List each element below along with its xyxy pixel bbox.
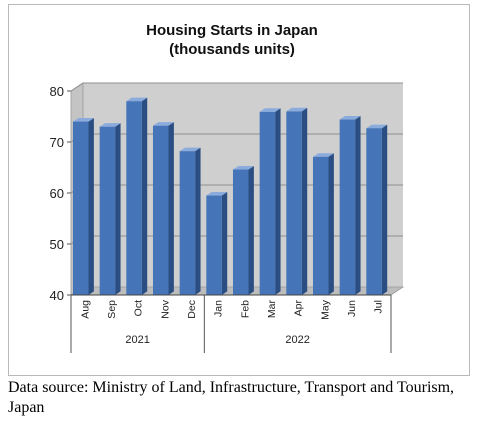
bar-top: [312, 153, 334, 157]
bar: [179, 151, 196, 295]
bar: [312, 156, 329, 295]
x-tick-label: Jan: [213, 300, 225, 317]
bar-side: [301, 107, 308, 295]
data-source-caption: Data source: Ministry of Land, Infrastru…: [8, 379, 455, 416]
bar-top: [99, 123, 121, 127]
bar-top: [152, 122, 174, 126]
x-tick-label: Aug: [79, 300, 91, 319]
bar: [232, 169, 249, 295]
x-tick-label: May: [319, 299, 331, 320]
gridline: [70, 82, 403, 92]
y-tick-label: 70: [50, 135, 64, 150]
bar: [286, 111, 302, 296]
x-tick-label: Mar: [266, 300, 278, 319]
bar-side: [88, 118, 94, 295]
x-tick-label: Apr: [293, 300, 305, 317]
bar-chart: 40 50 60 70 80 Aug Sep Oct Nov Dec Jan Feb Mar Apr May…: [50, 82, 405, 353]
chart-title-line-1: Housing Starts in Japan: [146, 22, 318, 39]
bar-side: [355, 115, 361, 296]
bar: [259, 111, 276, 295]
group-label: 2022: [285, 334, 309, 346]
bar: [206, 195, 222, 295]
chart-title: Housing Starts in Japan (thousands units…: [9, 21, 455, 59]
bar-side: [115, 123, 121, 295]
bar-side: [141, 97, 148, 295]
bar-side: [168, 122, 174, 295]
x-tick-label: Jul: [373, 300, 385, 313]
x-tick-label: Feb: [239, 300, 251, 318]
y-tick-label: 40: [50, 288, 64, 303]
chart-container: Housing Starts in Japan (thousands units…: [8, 4, 470, 376]
chart-title-line-2: (thousands units): [169, 41, 295, 58]
bar: [126, 101, 142, 295]
x-tick-label: Sep: [106, 300, 118, 319]
bar-side: [328, 153, 334, 295]
bar-top: [339, 115, 361, 120]
bar: [72, 121, 89, 295]
bar: [99, 126, 116, 295]
bar-top: [72, 118, 94, 122]
bar-top: [126, 97, 148, 102]
x-tick-label: Jun: [346, 300, 358, 317]
bar-top: [179, 147, 201, 152]
bar-side: [221, 191, 228, 295]
y-tick-label: 60: [50, 186, 64, 201]
x-tick-label: Nov: [159, 299, 171, 318]
bar-top: [206, 191, 228, 196]
bar-side: [248, 165, 254, 295]
bar: [152, 125, 169, 296]
x-tick-label: Oct: [133, 300, 145, 316]
bar-side: [275, 108, 281, 295]
bar-top: [232, 165, 254, 170]
bar-top: [286, 107, 308, 112]
bar-top: [259, 108, 281, 112]
bar-top: [366, 124, 388, 129]
x-tick-label: Dec: [186, 300, 198, 319]
bar-side: [381, 124, 388, 295]
bar-side: [195, 147, 201, 295]
bar: [339, 119, 356, 295]
bar: [366, 128, 382, 295]
y-tick-label: 80: [50, 84, 64, 99]
group-label: 2021: [125, 334, 149, 346]
y-tick-label: 50: [50, 237, 64, 252]
